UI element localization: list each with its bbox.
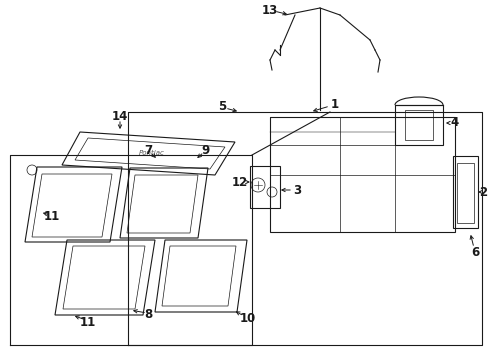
Bar <box>405 110 433 140</box>
Text: 4: 4 <box>451 117 459 130</box>
Text: 1: 1 <box>331 99 339 112</box>
Text: 3: 3 <box>293 184 301 197</box>
Bar <box>250 166 280 208</box>
Bar <box>270 117 395 145</box>
Bar <box>453 156 478 228</box>
Text: 9: 9 <box>201 144 209 157</box>
Text: 2: 2 <box>479 185 487 198</box>
Text: 5: 5 <box>218 100 226 113</box>
Text: 6: 6 <box>471 246 479 258</box>
Bar <box>395 105 443 145</box>
Text: 13: 13 <box>262 4 278 17</box>
Text: 7: 7 <box>144 144 152 157</box>
Text: 10: 10 <box>240 311 256 324</box>
Text: 14: 14 <box>112 111 128 123</box>
Text: 11: 11 <box>80 315 96 328</box>
Bar <box>457 163 474 223</box>
Text: 12: 12 <box>232 175 248 189</box>
Text: 8: 8 <box>144 309 152 321</box>
Text: Pontiac: Pontiac <box>139 150 165 156</box>
Text: 11: 11 <box>44 211 60 224</box>
Bar <box>270 117 455 232</box>
